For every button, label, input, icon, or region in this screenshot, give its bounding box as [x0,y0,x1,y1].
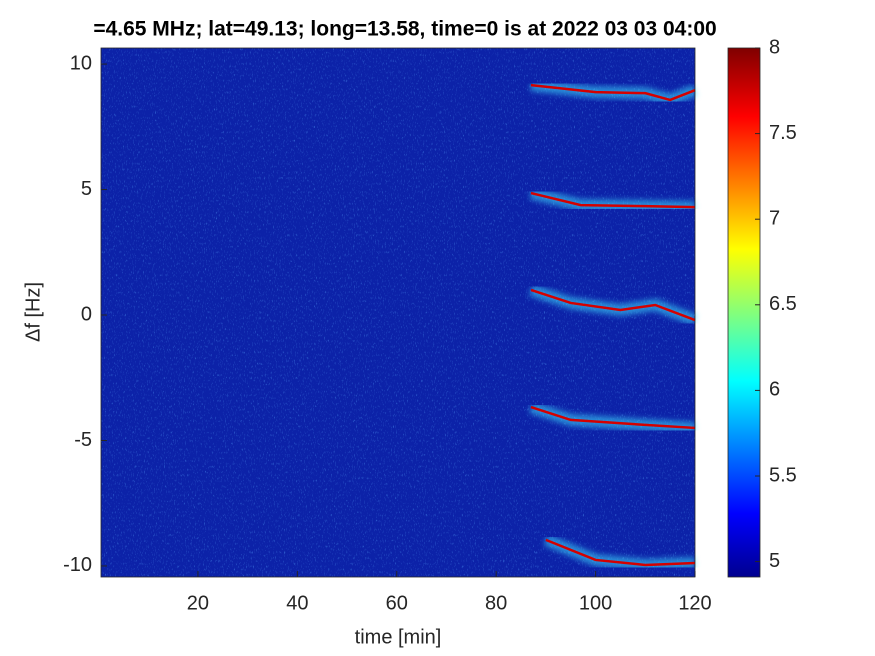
trace [530,288,696,322]
colorbar-tick-label: 5.5 [769,464,797,486]
trace [530,405,696,430]
plot-frame [100,47,696,578]
trace [530,191,696,209]
y-tick-label: 10 [70,52,92,74]
x-tick-label: 20 [187,592,209,614]
colorbar-tick-label: 8 [769,36,780,58]
x-axis-label: time [min] [355,626,442,648]
chart-title: =4.65 MHz; lat=49.13; long=13.58, time=0… [93,18,716,41]
y-tick-label: 5 [81,178,92,200]
trace [530,83,696,102]
x-tick-label: 40 [286,592,308,614]
x-tick-label: 100 [579,592,612,614]
trace [545,538,696,567]
colorbar-tick-label: 7 [769,207,780,229]
y-tick-label: -5 [74,429,92,451]
colorbar [727,47,761,578]
colorbar-tick-label: 7.5 [769,122,797,144]
plot-area [101,48,698,577]
y-tick-label: -10 [63,554,92,576]
x-tick-label: 80 [485,592,507,614]
y-tick-label: 0 [81,303,92,325]
x-tick-label: 60 [386,592,408,614]
x-tick-label: 120 [678,592,711,614]
y-axis-label: Δf [Hz] [22,282,44,342]
colorbar-tick-label: 6 [769,379,780,401]
colorbar-tick-label: 5 [769,550,780,572]
colorbar-tick-label: 6.5 [769,293,797,315]
